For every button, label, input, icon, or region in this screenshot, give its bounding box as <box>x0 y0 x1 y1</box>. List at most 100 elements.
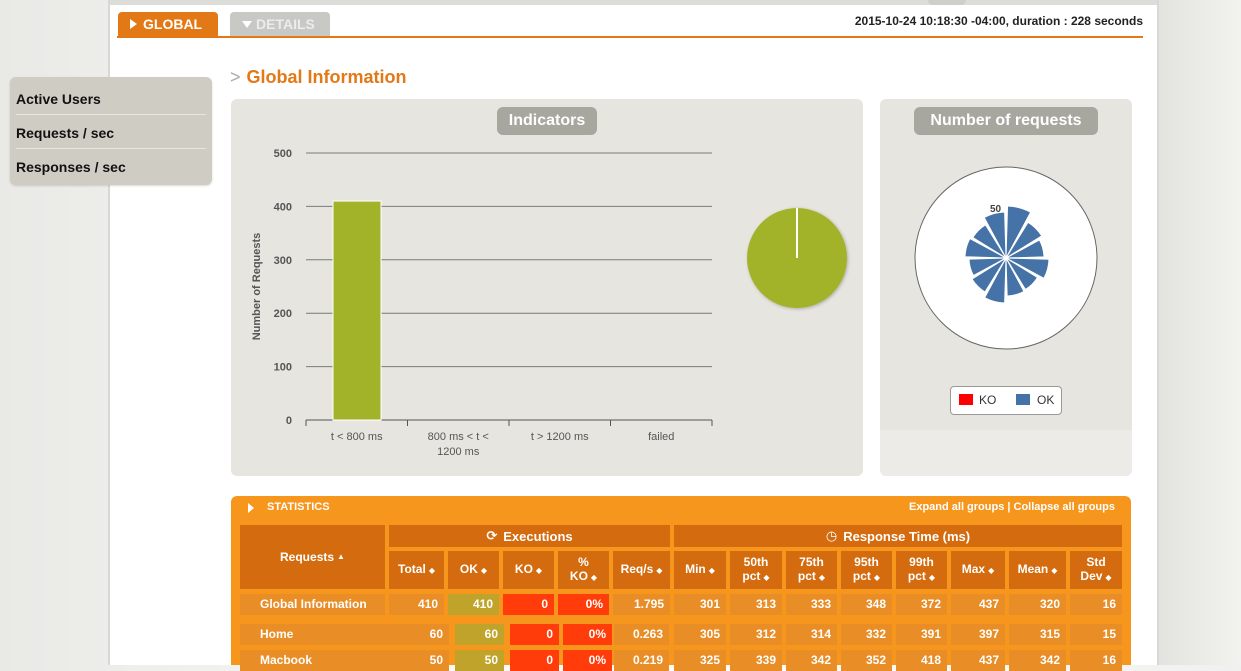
bar-0[interactable] <box>332 200 382 421</box>
background-right <box>1155 0 1241 665</box>
sort-icon: ◆ <box>1105 573 1112 582</box>
tab-global[interactable]: GLOBAL <box>118 12 218 36</box>
table-cell: 315 <box>1009 624 1066 645</box>
x-tick-label: failed <box>648 431 674 443</box>
sort-icon: ◆ <box>590 573 598 582</box>
requests-header[interactable]: Requests ▲ <box>240 525 385 589</box>
legend-ok-swatch <box>1016 394 1030 405</box>
executions-label: Executions <box>503 528 573 544</box>
radial-petal[interactable] <box>1005 257 1050 280</box>
expand-collapse-links[interactable]: Expand all groups | Collapse all groups <box>908 501 1115 513</box>
table-cell: 16 <box>1070 594 1122 615</box>
radial-petal[interactable] <box>1005 239 1045 259</box>
executions-group-header: ⟳ Executions <box>389 525 670 547</box>
x-tick-label: 800 ms < t < <box>428 431 489 443</box>
column-header-text: KO <box>569 569 588 583</box>
radial-petal[interactable] <box>972 224 1007 259</box>
radial-petal[interactable] <box>1005 221 1043 259</box>
table-cell: 305 <box>674 624 726 645</box>
table-cell: 0.219 <box>614 650 669 671</box>
y-tick-label: 0 <box>286 415 292 427</box>
row-name[interactable]: Home <box>240 624 400 645</box>
run-info: 2015-10-24 10:18:30 -04:00, duration : 2… <box>854 14 1143 28</box>
table-cell: 0.263 <box>614 624 669 645</box>
clock-icon: ◷ <box>825 528 838 543</box>
legend-ko-label[interactable]: KO <box>979 393 997 407</box>
column-header-99th-pct[interactable]: 99th pct ◆ <box>896 551 947 589</box>
column-header-max[interactable]: Max ◆ <box>951 551 1005 589</box>
table-cell: 348 <box>841 594 892 615</box>
requests-panel-footer <box>880 430 1132 476</box>
tab-details-label: DETAILS <box>256 16 315 32</box>
sort-asc-icon: ▲ <box>337 552 345 561</box>
section-title-text: Global Information <box>246 67 407 87</box>
table-cell: 332 <box>841 624 892 645</box>
requests-legend: KO OK <box>950 386 1062 415</box>
column-header-text: % <box>578 555 589 569</box>
column-header-75th-pct[interactable]: 75th pct ◆ <box>786 551 837 589</box>
table-cell: 342 <box>1009 650 1066 671</box>
table-cell: 437 <box>951 650 1005 671</box>
column-header-label: 50th pct ◆ <box>742 555 769 585</box>
column-header-text: Min <box>685 562 706 576</box>
radial-petals <box>964 205 1050 304</box>
column-header-ko[interactable]: KO ◆ <box>503 551 554 589</box>
row-name[interactable]: Global Information <box>240 594 385 615</box>
radial-petal[interactable] <box>984 257 1007 304</box>
top-notch <box>928 0 966 5</box>
menu-item-requests-per-sec[interactable]: Requests / sec <box>16 125 115 141</box>
legend-ok-label[interactable]: OK <box>1037 393 1055 407</box>
radial-petal[interactable] <box>1005 257 1039 291</box>
sort-icon: ◆ <box>988 566 995 575</box>
chevron-right-icon: > <box>230 67 241 87</box>
tab-details[interactable]: DETAILS <box>230 12 330 36</box>
table-cell: 0 <box>503 594 554 615</box>
indicators-bar-chart: 0 100 200 300 400 500 Number of Requests t < 80… <box>251 148 713 458</box>
table-cell: 313 <box>730 594 782 615</box>
statistics-title[interactable]: STATISTICS <box>267 501 330 513</box>
sort-icon: ◆ <box>928 573 936 582</box>
table-cell: 397 <box>951 624 1005 645</box>
column-header-95th-pct[interactable]: 95th pct ◆ <box>841 551 892 589</box>
column-header-text: pct <box>907 569 926 583</box>
radial-petal[interactable] <box>983 211 1007 259</box>
legend-ko-swatch <box>959 394 973 405</box>
column-header-text: KO <box>514 562 533 576</box>
y-tick-label: 300 <box>274 255 292 267</box>
sort-icon: ◆ <box>656 566 663 575</box>
sort-icon: ◆ <box>480 566 488 575</box>
column-header-req-s[interactable]: Req/s ◆ <box>613 551 670 589</box>
radial-petal[interactable] <box>1005 205 1032 259</box>
column-header-text: pct <box>797 569 816 583</box>
column-header-text: pct <box>742 569 761 583</box>
column-header-ok[interactable]: OK ◆ <box>448 551 499 589</box>
radial-petal[interactable] <box>968 257 1007 277</box>
column-header-total[interactable]: Total ◆ <box>389 551 444 589</box>
column-header-text: 75th <box>799 555 824 569</box>
column-header-text: Mean <box>1017 562 1049 576</box>
caret-down-icon <box>242 21 252 28</box>
row-name[interactable]: Macbook <box>240 650 400 671</box>
play-icon[interactable] <box>248 503 254 513</box>
table-cell: 50 <box>400 650 449 671</box>
radial-petal[interactable] <box>964 237 1007 259</box>
sort-icon: ◆ <box>428 566 435 575</box>
y-tick-label: 200 <box>274 308 292 320</box>
response-time-group-header: ◷ Response Time (ms) <box>674 525 1122 547</box>
column-header-std-dev[interactable]: Std Dev ◆ <box>1070 551 1122 589</box>
menu-item-responses-per-sec[interactable]: Responses / sec <box>16 159 126 175</box>
column-header-50th-pct[interactable]: 50th pct ◆ <box>730 551 782 589</box>
column-header-label: 95th pct ◆ <box>853 555 880 585</box>
radial-petal[interactable] <box>1005 257 1025 297</box>
column-header-mean[interactable]: Mean ◆ <box>1009 551 1066 589</box>
column-header--ko[interactable]: % KO ◆ <box>558 551 609 589</box>
table-cell: 0% <box>563 624 612 645</box>
radial-petal[interactable] <box>971 257 1007 293</box>
sort-icon: ◆ <box>535 566 543 575</box>
refresh-icon: ⟳ <box>486 528 498 543</box>
column-header-min[interactable]: Min ◆ <box>674 551 726 589</box>
menu-item-active-users[interactable]: Active Users <box>16 91 101 107</box>
column-header-text: Max <box>961 562 986 576</box>
table-cell: 0 <box>510 624 559 645</box>
table-cell: 339 <box>730 650 782 671</box>
